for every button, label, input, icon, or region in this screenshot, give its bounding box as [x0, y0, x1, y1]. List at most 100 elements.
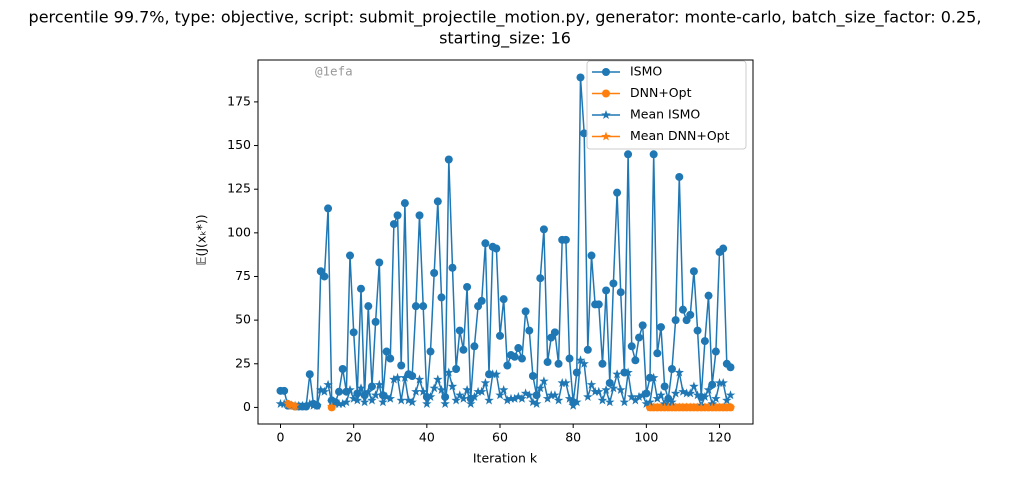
- data-point: [517, 354, 526, 363]
- data-point: [327, 401, 337, 411]
- data-point: [452, 365, 461, 374]
- data-point: [382, 347, 391, 356]
- data-point: [330, 398, 341, 408]
- data-point: [469, 391, 480, 401]
- data-point: [553, 395, 564, 405]
- data-point: [386, 354, 395, 363]
- data-point: [576, 73, 585, 82]
- data-point: [597, 395, 608, 405]
- data-point: [678, 402, 688, 412]
- data-point: [407, 397, 417, 407]
- data-point: [499, 295, 508, 304]
- data-point: [671, 316, 680, 325]
- data-point: [517, 393, 527, 403]
- axes-frame: [257, 59, 754, 425]
- data-point: [433, 197, 442, 206]
- series-line: [280, 77, 732, 408]
- data-point: [689, 381, 699, 391]
- annotation: @1efa: [315, 64, 353, 79]
- data-point: [619, 397, 630, 407]
- data-point: [714, 402, 725, 412]
- data-point: [616, 288, 625, 297]
- data-point: [480, 378, 491, 387]
- x-tick-label: 40: [419, 430, 435, 445]
- data-point: [319, 386, 330, 396]
- data-point: [711, 347, 720, 356]
- data-point: [675, 172, 684, 181]
- data-point: [448, 263, 457, 272]
- data-point: [711, 393, 721, 403]
- data-point: [415, 211, 424, 220]
- y-tick-label: 125: [227, 181, 251, 196]
- data-point: [375, 258, 384, 267]
- data-point: [674, 402, 684, 412]
- data-point: [455, 326, 464, 335]
- data-point: [524, 390, 534, 400]
- data-point: [580, 129, 589, 138]
- data-point: [290, 400, 300, 410]
- data-point: [700, 391, 710, 401]
- data-point: [685, 402, 695, 412]
- x-tick-label: 100: [634, 430, 658, 445]
- data-point: [681, 388, 692, 398]
- data-point: [426, 347, 435, 356]
- data-point: [364, 302, 373, 311]
- x-tick-label: 60: [492, 430, 508, 445]
- data-point: [470, 342, 479, 351]
- data-point: [718, 402, 728, 412]
- data-point: [689, 267, 698, 276]
- data-point: [634, 391, 644, 401]
- y-tick-label: 25: [235, 355, 251, 370]
- data-point: [335, 387, 344, 396]
- data-point: [586, 379, 597, 389]
- data-point: [652, 393, 663, 403]
- data-point: [692, 390, 703, 400]
- data-point: [703, 402, 714, 412]
- data-point: [356, 383, 366, 393]
- data-point: [458, 393, 469, 403]
- data-point: [436, 385, 447, 394]
- data-point: [496, 331, 505, 340]
- data-point: [704, 291, 713, 300]
- data-point: [550, 328, 559, 337]
- data-point: [455, 390, 465, 400]
- data-point: [393, 211, 402, 220]
- data-point: [389, 374, 399, 384]
- data-point: [359, 397, 370, 407]
- data-point: [635, 333, 644, 342]
- data-point: [648, 402, 659, 412]
- data-point: [275, 398, 286, 408]
- data-point: [498, 385, 509, 394]
- data-point: [466, 398, 476, 408]
- data-point: [587, 251, 596, 260]
- data-point: [565, 354, 574, 363]
- data-point: [297, 400, 308, 410]
- data-point: [641, 398, 652, 408]
- data-point: [616, 385, 626, 394]
- data-point: [575, 355, 586, 365]
- data-point: [572, 397, 582, 407]
- data-point: [514, 344, 523, 353]
- data-point: [444, 155, 453, 164]
- legend: ISMO DNN+Opt Mean ISMO Mean DNN+Opt: [586, 60, 747, 150]
- data-point: [280, 386, 289, 395]
- data-point: [397, 361, 406, 370]
- legend-box: [586, 60, 747, 150]
- data-point: [598, 359, 607, 368]
- data-point: [462, 385, 472, 394]
- data-point: [605, 378, 614, 387]
- data-point: [663, 402, 674, 412]
- data-point: [689, 402, 699, 412]
- data-point: [670, 402, 681, 412]
- x-tick-label: 120: [708, 430, 732, 445]
- data-point: [447, 381, 458, 391]
- data-point: [392, 372, 403, 382]
- data-point: [656, 390, 666, 400]
- data-point: [491, 369, 502, 379]
- data-point: [608, 383, 619, 393]
- data-point: [678, 305, 687, 314]
- data-point: [528, 371, 537, 380]
- data-point: [477, 386, 487, 396]
- data-point: [396, 395, 406, 405]
